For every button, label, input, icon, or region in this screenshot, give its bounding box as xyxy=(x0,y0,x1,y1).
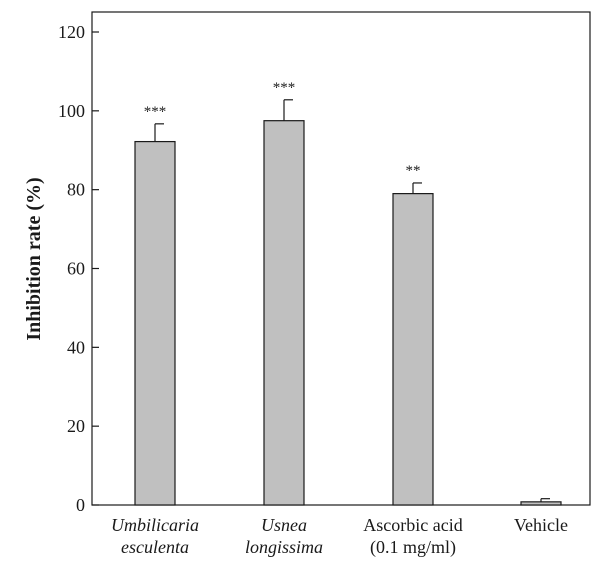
bar-2 xyxy=(392,193,434,506)
y-tick-label-80: 80 xyxy=(67,180,85,200)
x-tick-label-2-0: Ascorbic acid xyxy=(363,515,462,535)
x-tick-label-1-1: longissima xyxy=(245,537,323,557)
y-tick-label-60: 60 xyxy=(67,259,85,279)
x-tick-label-0-1: esculenta xyxy=(121,537,189,557)
significance-label-0: *** xyxy=(144,104,167,120)
x-tick-label-3-0: Vehicle xyxy=(514,515,568,535)
bar-1 xyxy=(263,120,305,506)
significance-label-2: ** xyxy=(406,163,421,179)
bar-0 xyxy=(134,140,176,506)
y-tick-label-120: 120 xyxy=(58,22,85,42)
x-tick-label-0-0: Umbilicaria xyxy=(111,515,199,535)
y-tick-label-20: 20 xyxy=(67,416,85,436)
x-tick-label-2-1: (0.1 mg/ml) xyxy=(370,537,456,558)
y-tick-label-40: 40 xyxy=(67,337,85,357)
bar-3 xyxy=(520,501,562,506)
x-tick-label-1-0: Usnea xyxy=(261,515,307,535)
plot-frame xyxy=(91,11,591,506)
y-axis-title: Inhibition rate (%) xyxy=(23,177,45,340)
y-tick-label-0: 0 xyxy=(76,495,85,515)
y-tick-label-100: 100 xyxy=(58,101,85,121)
significance-label-1: *** xyxy=(273,80,296,96)
